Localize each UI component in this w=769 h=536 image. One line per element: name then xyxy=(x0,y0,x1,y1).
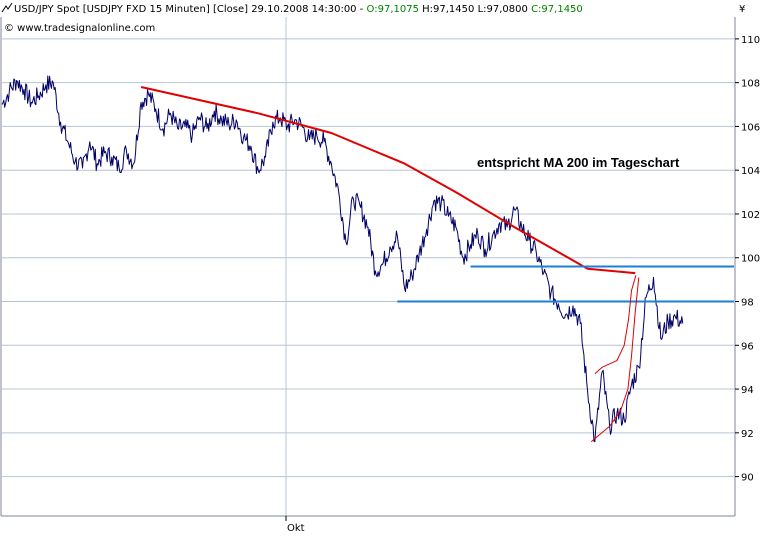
y-tick-label-100: 100 xyxy=(741,254,760,265)
grid-lines xyxy=(2,17,734,516)
y-tick-label-102: 102 xyxy=(741,210,760,221)
ma200-curve xyxy=(140,86,636,275)
header-open-label: O: xyxy=(367,4,378,15)
lower-curve xyxy=(590,277,640,442)
chart-header: USD/JPY Spot [USDJPY FXD 15 Minuten] [Cl… xyxy=(1,2,745,34)
y-tick-label-96: 96 xyxy=(741,341,754,352)
currency-symbol: ¥ xyxy=(739,4,745,15)
x-tick-label-okt: Okt xyxy=(287,523,305,534)
y-tick-label-110: 110 xyxy=(741,35,760,46)
upper-curve xyxy=(594,275,637,375)
x-axis-ticks: Okt xyxy=(285,516,305,534)
y-tick-label-90: 90 xyxy=(741,473,754,484)
y-tick-label-104: 104 xyxy=(741,166,760,177)
svg-text:USD/JPY Spot [USDJPY FXD 15 M: USD/JPY Spot [USDJPY FXD 15 Minuten] [Cl… xyxy=(14,4,583,15)
header-close-value: 97,1450 xyxy=(541,4,582,15)
header-high: H:97,1450 xyxy=(422,4,474,15)
y-axis-ticks: 90 92 94 96 98 100 102 104 106 108 110 xyxy=(735,35,760,484)
y-tick-label-94: 94 xyxy=(741,385,754,396)
watermark-text: © www.tradesignalonline.com xyxy=(4,23,155,34)
price-series xyxy=(1,75,684,443)
header-title: USD/JPY Spot [USDJPY FXD 15 Minuten] [Cl… xyxy=(14,4,367,15)
y-tick-label-92: 92 xyxy=(741,429,754,440)
header-open-value: 97,1075 xyxy=(378,4,419,15)
header-close-label: C: xyxy=(531,4,541,15)
y-tick-label-98: 98 xyxy=(741,298,754,309)
annotation-ma200: entspricht MA 200 im Tageschart xyxy=(477,155,680,170)
y-tick-label-108: 108 xyxy=(741,79,760,90)
header-low: L:97,0800 xyxy=(478,4,528,15)
series-layer xyxy=(1,75,734,443)
line-chart-icon xyxy=(1,2,13,13)
y-tick-label-106: 106 xyxy=(741,122,760,133)
